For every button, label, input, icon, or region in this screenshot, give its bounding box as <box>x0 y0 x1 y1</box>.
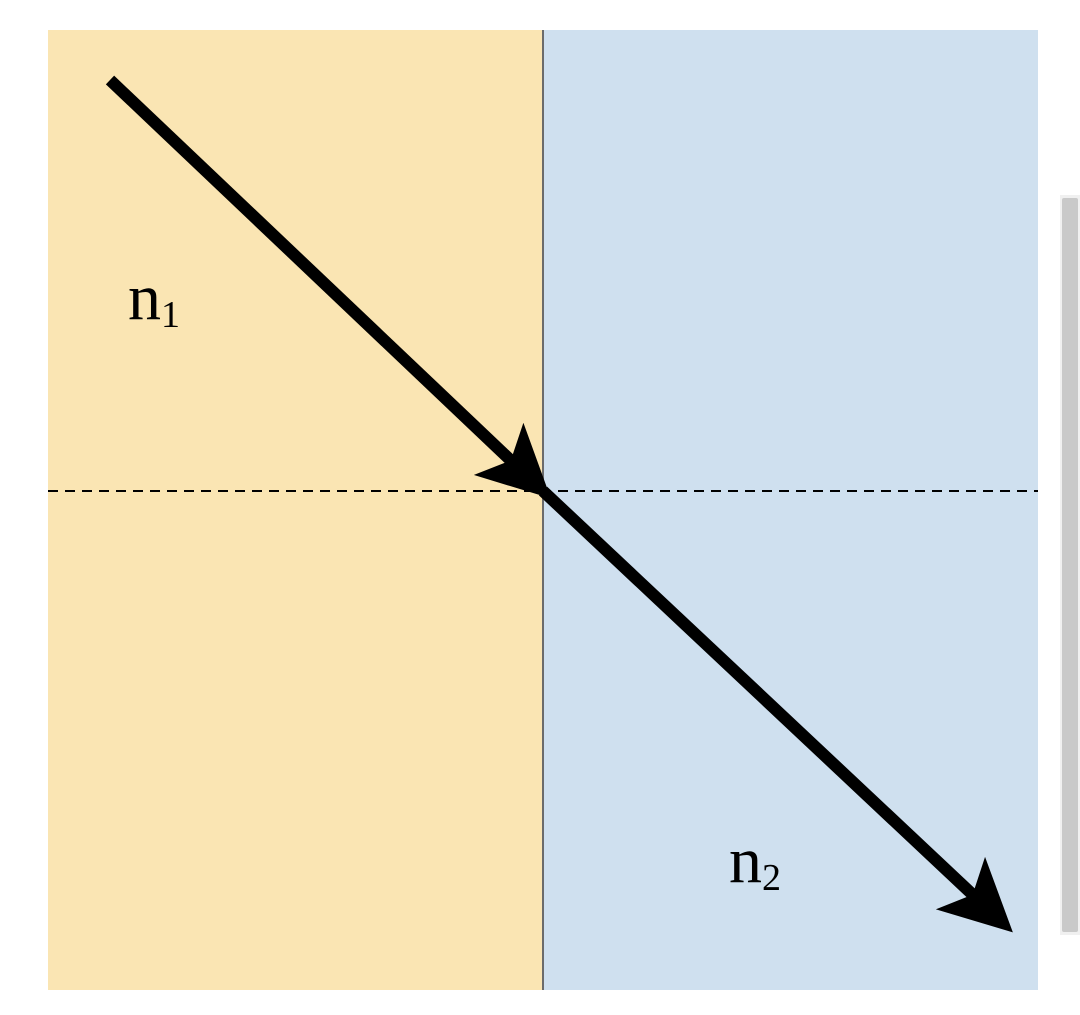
medium-left-region <box>48 30 543 990</box>
medium-right-label: n2 <box>729 823 781 899</box>
refraction-diagram <box>0 0 1080 1015</box>
medium-right-label-sub: 2 <box>762 857 781 899</box>
vertical-scrollbar-thumb[interactable] <box>1062 198 1078 932</box>
medium-right-label-main: n <box>729 824 762 897</box>
medium-left-label: n1 <box>128 260 180 336</box>
medium-right-region <box>543 30 1038 990</box>
medium-left-label-sub: 1 <box>161 294 180 336</box>
medium-left-label-main: n <box>128 261 161 334</box>
